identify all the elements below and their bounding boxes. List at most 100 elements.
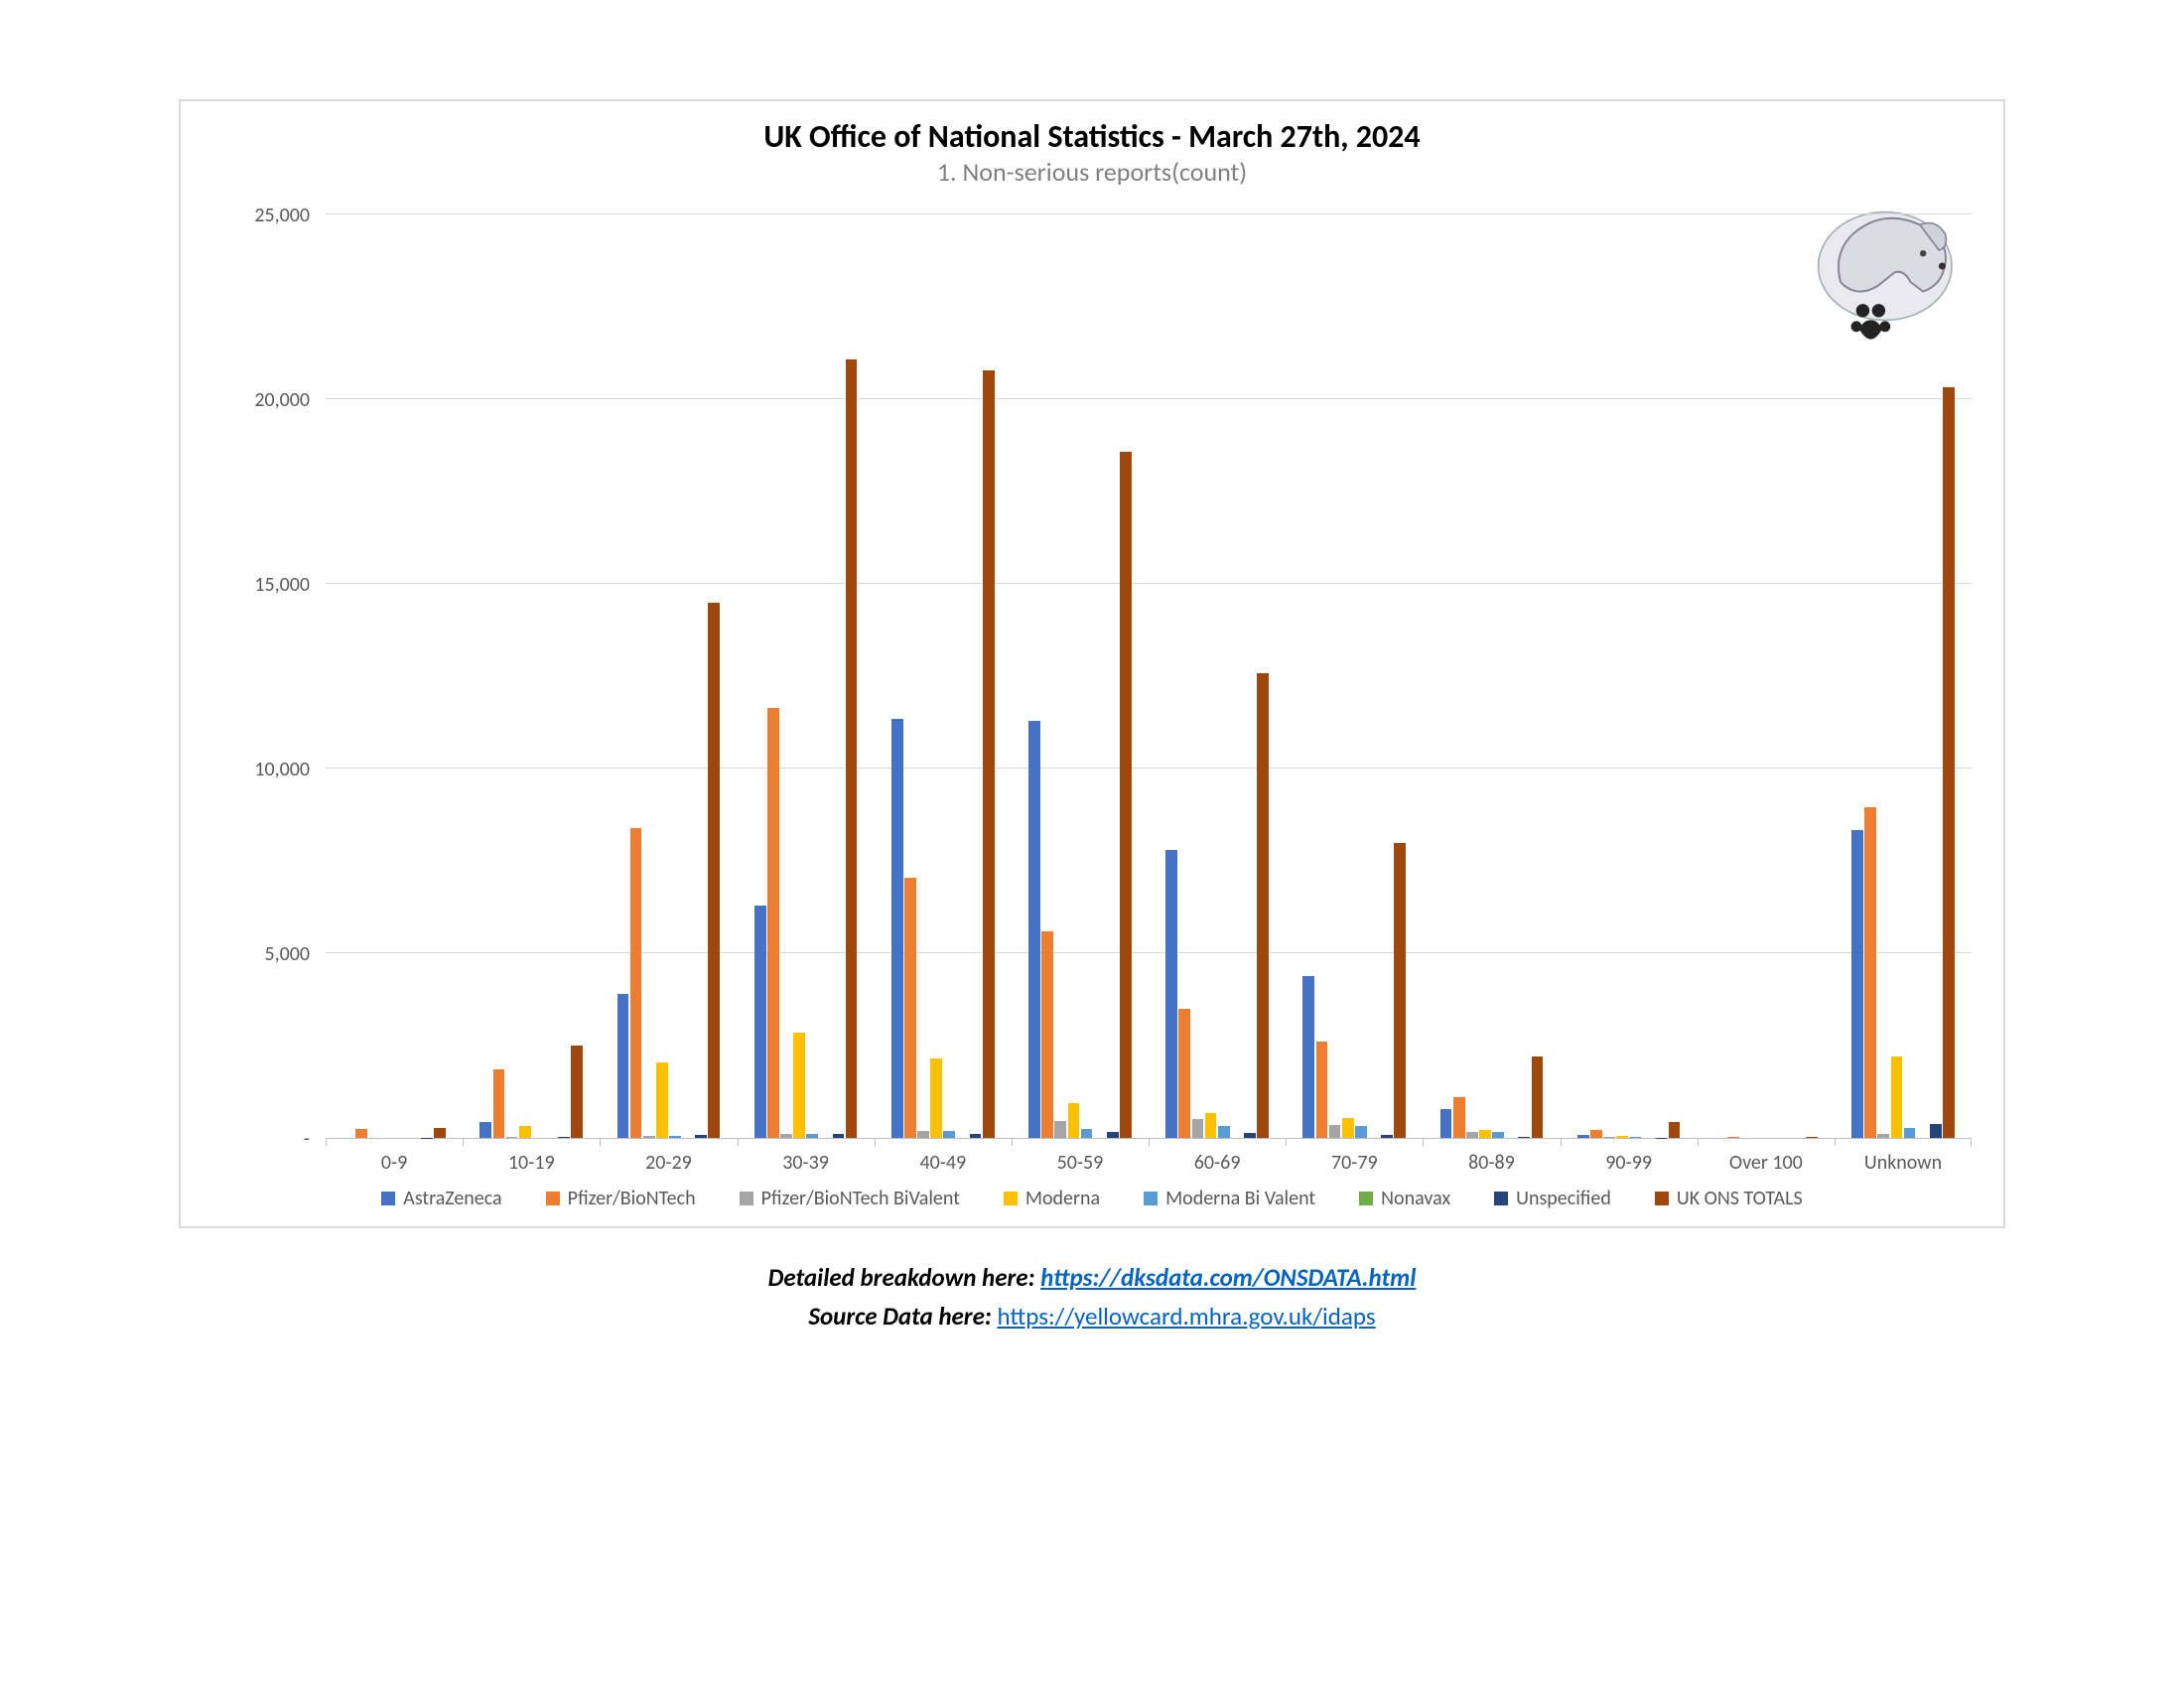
legend-swatch	[1655, 1192, 1669, 1205]
bar	[1120, 452, 1132, 1138]
category-group	[1149, 215, 1286, 1138]
legend-item: Unspecified	[1494, 1187, 1611, 1210]
y-tick-label: 10,000	[208, 758, 318, 781]
bar	[1316, 1042, 1328, 1138]
category-group	[600, 215, 737, 1138]
bar	[1943, 387, 1955, 1138]
bar	[767, 708, 779, 1138]
legend: AstraZeneca Pfizer/BioNTech Pfizer/BioNTec…	[208, 1187, 1976, 1210]
bar	[891, 719, 903, 1138]
category-group	[1561, 215, 1698, 1138]
y-tick-label: 5,000	[208, 942, 318, 966]
bar	[1492, 1132, 1504, 1138]
legend-item: Pfizer/BioNTech BiValent	[740, 1187, 960, 1210]
x-tick-label: 70-79	[1286, 1139, 1423, 1179]
bar	[1479, 1130, 1491, 1138]
bar	[355, 1129, 367, 1138]
bar	[1178, 1009, 1190, 1138]
x-tick-label: 60-69	[1149, 1139, 1286, 1179]
legend-label: Moderna Bi Valent	[1165, 1187, 1315, 1210]
bar	[846, 359, 858, 1138]
bar	[1440, 1109, 1452, 1138]
bar	[571, 1046, 583, 1138]
legend-item: AstraZeneca	[381, 1187, 501, 1210]
bar	[656, 1062, 668, 1138]
bar	[630, 828, 642, 1138]
bar	[1851, 830, 1863, 1138]
bar	[1590, 1130, 1602, 1138]
bar	[1192, 1119, 1204, 1138]
bar	[1603, 1137, 1615, 1138]
chart-container: UK Office of National Statistics - March…	[179, 99, 2005, 1228]
footer-links: Detailed breakdown here: https://dksdata…	[179, 1262, 2005, 1332]
plot-area: -5,00010,00015,00020,00025,000 0-910-192…	[208, 215, 1976, 1179]
bar	[669, 1136, 681, 1138]
y-tick-label: -	[208, 1127, 318, 1151]
legend-swatch	[1144, 1192, 1158, 1205]
bar	[780, 1134, 792, 1138]
legend-swatch	[1004, 1192, 1018, 1205]
category-group	[463, 215, 600, 1138]
legend-swatch	[1494, 1192, 1508, 1205]
bar	[1532, 1056, 1544, 1138]
x-tick-label: 0-9	[326, 1139, 463, 1179]
bar	[1877, 1134, 1889, 1138]
x-tick-label: Over 100	[1698, 1139, 1835, 1179]
x-axis-labels: 0-910-1920-2930-3940-4950-5960-6970-7980…	[326, 1139, 1972, 1179]
bar	[1904, 1128, 1916, 1138]
legend-label: Pfizer/BioNTech	[568, 1187, 696, 1210]
bar	[643, 1136, 655, 1138]
legend-item: Nonavax	[1359, 1187, 1450, 1210]
y-tick-label: 15,000	[208, 573, 318, 597]
bar	[970, 1134, 982, 1138]
source-data-link[interactable]: https://yellowcard.mhra.gov.uk/idaps	[997, 1301, 1375, 1332]
bar	[917, 1131, 929, 1138]
legend-label: Nonavax	[1381, 1187, 1450, 1210]
bar	[434, 1128, 446, 1138]
bar	[617, 994, 629, 1138]
category-group	[1423, 215, 1560, 1138]
bar	[558, 1137, 570, 1138]
bar	[1054, 1121, 1066, 1138]
legend-label: UK ONS TOTALS	[1677, 1187, 1803, 1210]
legend-item: Moderna Bi Valent	[1144, 1187, 1315, 1210]
bar	[904, 878, 916, 1138]
bar	[519, 1126, 531, 1138]
category-group	[738, 215, 875, 1138]
x-tick-label: Unknown	[1835, 1139, 1972, 1179]
bar	[1864, 807, 1876, 1138]
legend-item: Pfizer/BioNTech	[546, 1187, 696, 1210]
x-tick-label: 90-99	[1561, 1139, 1698, 1179]
bar	[1355, 1126, 1367, 1138]
bar	[1041, 931, 1053, 1138]
bar	[479, 1122, 491, 1138]
category-group	[1698, 215, 1835, 1138]
chart-title: UK Office of National Statistics - March…	[208, 117, 1976, 156]
bar	[695, 1135, 707, 1138]
x-tick-label: 40-49	[875, 1139, 1012, 1179]
bar	[1629, 1137, 1641, 1138]
category-group	[1012, 215, 1149, 1138]
category-group	[875, 215, 1012, 1138]
bar	[806, 1134, 818, 1138]
bar	[1028, 721, 1040, 1138]
bar	[930, 1058, 942, 1138]
bar	[1466, 1132, 1478, 1138]
detailed-breakdown-link[interactable]: https://dksdata.com/ONSDATA.html	[1040, 1262, 1416, 1293]
legend-swatch	[546, 1192, 560, 1205]
y-axis: -5,00010,00015,00020,00025,000	[208, 215, 318, 1139]
bar	[1244, 1133, 1256, 1138]
bar	[833, 1134, 845, 1138]
bar	[1577, 1135, 1589, 1138]
bar	[708, 603, 720, 1138]
bar	[793, 1033, 805, 1138]
footer-label-1: Detailed breakdown here:	[768, 1262, 1041, 1293]
bar	[1616, 1136, 1628, 1138]
bar	[1257, 673, 1269, 1138]
bar	[1518, 1137, 1530, 1138]
bar	[493, 1069, 505, 1138]
legend-swatch	[381, 1192, 395, 1205]
x-tick-label: 20-29	[600, 1139, 737, 1179]
bar	[1342, 1118, 1354, 1138]
bar	[1329, 1125, 1341, 1138]
